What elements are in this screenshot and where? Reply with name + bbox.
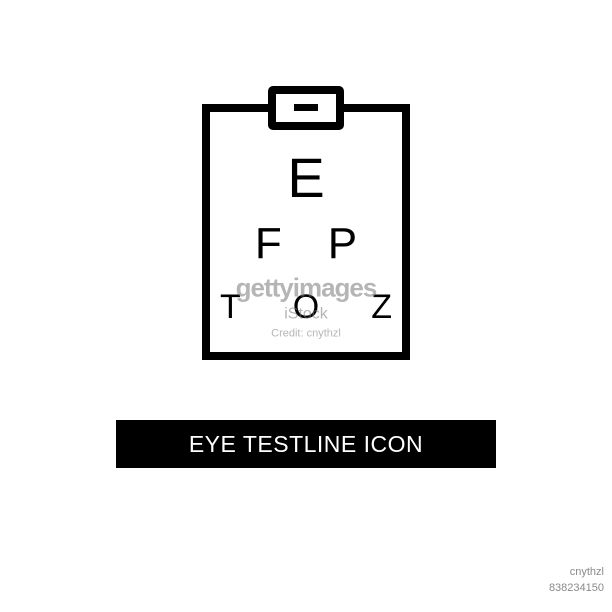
- eye-chart-row-1: E: [287, 150, 324, 206]
- eye-chart-row-2: F P: [255, 222, 357, 266]
- credit-image-id: 838234150: [549, 582, 604, 594]
- title-bold: EYE TEST: [189, 431, 304, 458]
- eye-chart-letter: F: [255, 222, 282, 266]
- eye-chart-letter: E: [287, 150, 324, 206]
- credit-author: cnythzl: [570, 566, 604, 578]
- eye-chart-letter: T: [220, 290, 241, 324]
- eye-test-chart-icon: E F P T O Z: [0, 0, 612, 400]
- eye-chart-row-3: T O Z: [220, 290, 392, 324]
- title-bar: EYE TEST LINE ICON: [116, 420, 496, 468]
- title-thin: LINE ICON: [304, 431, 424, 458]
- chart-clip-inner: [294, 104, 318, 111]
- eye-chart-letter: O: [293, 290, 319, 324]
- eye-chart-letter: Z: [371, 290, 392, 324]
- eye-chart-letter: P: [328, 222, 357, 266]
- stage: E F P T O Z EYE TEST LINE ICON gettyimag…: [0, 0, 612, 612]
